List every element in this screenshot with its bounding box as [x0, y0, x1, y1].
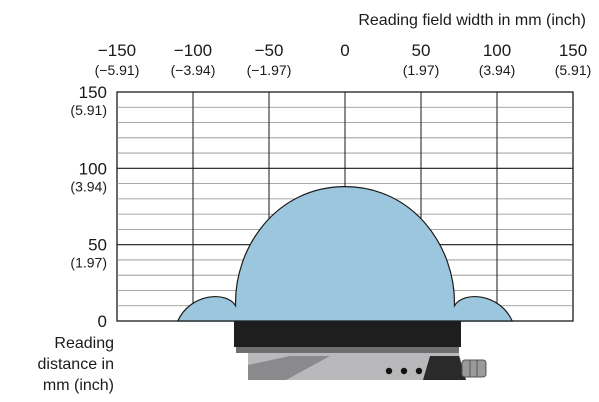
y-tick-inch-label: (5.91): [70, 102, 107, 118]
x-tick-label: 150: [559, 41, 587, 60]
device-connector-base: [423, 356, 466, 380]
x-tick-label: −50: [255, 41, 284, 60]
x-tick-inch-label: (3.94): [479, 62, 516, 78]
x-tick-inch-label: (−1.97): [247, 62, 292, 78]
device-indicator-dot: [385, 367, 393, 375]
y-tick-label: 0: [98, 312, 107, 331]
device-connector: [461, 359, 487, 378]
x-tick-inch-label: (−5.91): [95, 62, 140, 78]
x-tick-label: 100: [483, 41, 511, 60]
x-tick-inch-label: (−3.94): [171, 62, 216, 78]
reading-field-area: [176, 186, 514, 322]
y-tick-label: 150: [79, 83, 107, 102]
y-axis-title: Reading distance in mm (inch): [38, 335, 115, 394]
y-tick-inch-label: (1.97): [70, 255, 107, 271]
device-housing-shade: [248, 356, 330, 380]
y-axis-ticks: 150(5.91) 100(3.94) 50(1.97) 0: [70, 83, 107, 331]
y-axis-title-line: Reading: [54, 335, 114, 352]
x-tick-inch-label: (5.91): [555, 62, 592, 78]
y-tick-inch-label: (3.94): [70, 178, 107, 194]
x-tick-label: −100: [174, 41, 212, 60]
device-front-body: [234, 321, 461, 347]
x-tick-label: −150: [98, 41, 136, 60]
x-axis-title: Reading field width in mm (inch): [358, 12, 586, 29]
x-axis-ticks: −150 (−5.91) −100 (−3.94) −50 (−1.97) 0 50 (1.97…: [95, 41, 592, 78]
scanner-device-illustration: [234, 321, 487, 380]
y-tick-label: 100: [79, 159, 107, 178]
x-tick-inch-label: (1.97): [403, 62, 440, 78]
x-tick-label: 0: [340, 41, 349, 60]
x-tick-label: 50: [412, 41, 431, 60]
device-seam: [236, 347, 459, 353]
y-tick-label: 50: [88, 236, 107, 255]
y-axis-title-line: mm (inch): [43, 377, 114, 394]
device-indicator-dot: [415, 367, 423, 375]
y-axis-title-line: distance in: [38, 356, 115, 373]
device-indicator-dot: [400, 367, 408, 375]
